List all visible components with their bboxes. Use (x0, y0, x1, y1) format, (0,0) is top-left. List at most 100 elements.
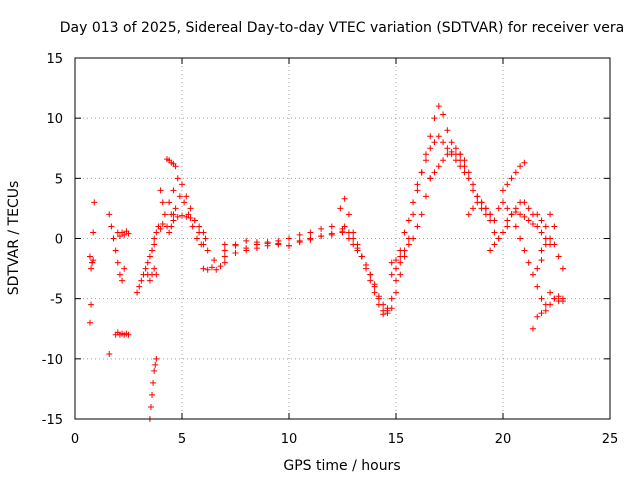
data-point (90, 229, 97, 236)
axis-ticks: 0 5 10 15 20 25 -15 -10 -5 0 5 10 15 (42, 52, 619, 447)
data-point (491, 229, 498, 236)
data-point (405, 241, 412, 248)
data-point (551, 223, 558, 230)
data-point (422, 151, 429, 158)
data-point (444, 127, 451, 134)
data-point (138, 277, 145, 284)
data-point (542, 241, 549, 248)
data-point (296, 231, 303, 238)
data-point (470, 205, 477, 212)
data-point (181, 199, 188, 206)
y-tick-label: 10 (46, 112, 63, 127)
data-point (474, 199, 481, 206)
data-point (538, 229, 545, 236)
data-point (168, 211, 175, 218)
x-axis-label: GPS time / hours (283, 458, 400, 474)
data-point (112, 247, 119, 254)
data-point (354, 247, 361, 254)
y-tick-label: -10 (42, 353, 63, 368)
data-point (495, 205, 502, 212)
data-point (221, 259, 228, 266)
data-point (153, 271, 160, 278)
data-point (448, 148, 455, 155)
data-point (200, 265, 207, 272)
data-point (328, 223, 335, 230)
data-point (547, 289, 554, 296)
y-tick-label: -15 (42, 413, 63, 428)
data-point (275, 240, 282, 247)
data-point (529, 325, 536, 332)
data-point (166, 229, 173, 236)
data-point (431, 139, 438, 146)
data-point (427, 145, 434, 152)
data-point (512, 209, 519, 216)
data-point (542, 223, 549, 230)
data-point (491, 241, 498, 248)
data-point (410, 199, 417, 206)
data-point (170, 217, 177, 224)
data-point (393, 289, 399, 296)
data-point (183, 213, 190, 220)
data-point (176, 193, 183, 200)
data-point (307, 229, 314, 236)
data-point (217, 263, 224, 270)
data-point (150, 379, 157, 386)
data-point (388, 305, 395, 312)
data-point (174, 213, 181, 220)
data-point (174, 175, 181, 182)
data-point (232, 249, 239, 256)
data-point (136, 283, 143, 290)
chart-title: Day 013 of 2025, Sidereal Day-to-day VTE… (60, 20, 624, 36)
data-point (422, 193, 429, 200)
data-point (232, 242, 239, 249)
data-point (191, 217, 198, 224)
data-point (470, 187, 477, 194)
data-point (367, 271, 374, 278)
data-point (427, 133, 434, 140)
data-point (142, 265, 149, 272)
x-tick-label: 0 (71, 432, 79, 447)
data-point (146, 253, 153, 260)
data-point (125, 331, 132, 338)
data-point (384, 310, 391, 317)
data-point (161, 211, 168, 218)
data-point (538, 217, 545, 224)
data-point (157, 225, 164, 232)
data-point (187, 215, 194, 222)
data-point (121, 231, 128, 238)
data-point (538, 295, 545, 302)
data-point (538, 247, 545, 254)
data-point (371, 283, 378, 290)
data-point (431, 115, 438, 122)
data-point (253, 245, 260, 252)
data-point (388, 259, 395, 266)
data-point (110, 235, 117, 242)
data-point (418, 211, 425, 218)
data-point (108, 223, 115, 230)
data-point (371, 289, 378, 296)
data-points (86, 103, 566, 422)
data-point (504, 223, 511, 230)
data-point (444, 151, 451, 158)
x-tick-label: 10 (281, 432, 298, 447)
data-point (482, 211, 489, 218)
data-point (172, 205, 179, 212)
data-point (427, 175, 434, 182)
x-tick-label: 20 (495, 432, 512, 447)
data-point (116, 233, 123, 240)
data-point (341, 223, 348, 230)
data-point (116, 271, 123, 278)
data-point (529, 221, 536, 228)
data-point (388, 271, 395, 278)
data-point (187, 205, 194, 212)
data-point (157, 187, 164, 194)
data-point (534, 223, 541, 230)
data-point (440, 157, 447, 164)
data-point (393, 277, 399, 284)
data-point (418, 169, 425, 176)
data-point (358, 253, 365, 260)
data-point (440, 139, 447, 146)
y-tick-label: 15 (46, 52, 63, 67)
data-point (318, 233, 325, 240)
